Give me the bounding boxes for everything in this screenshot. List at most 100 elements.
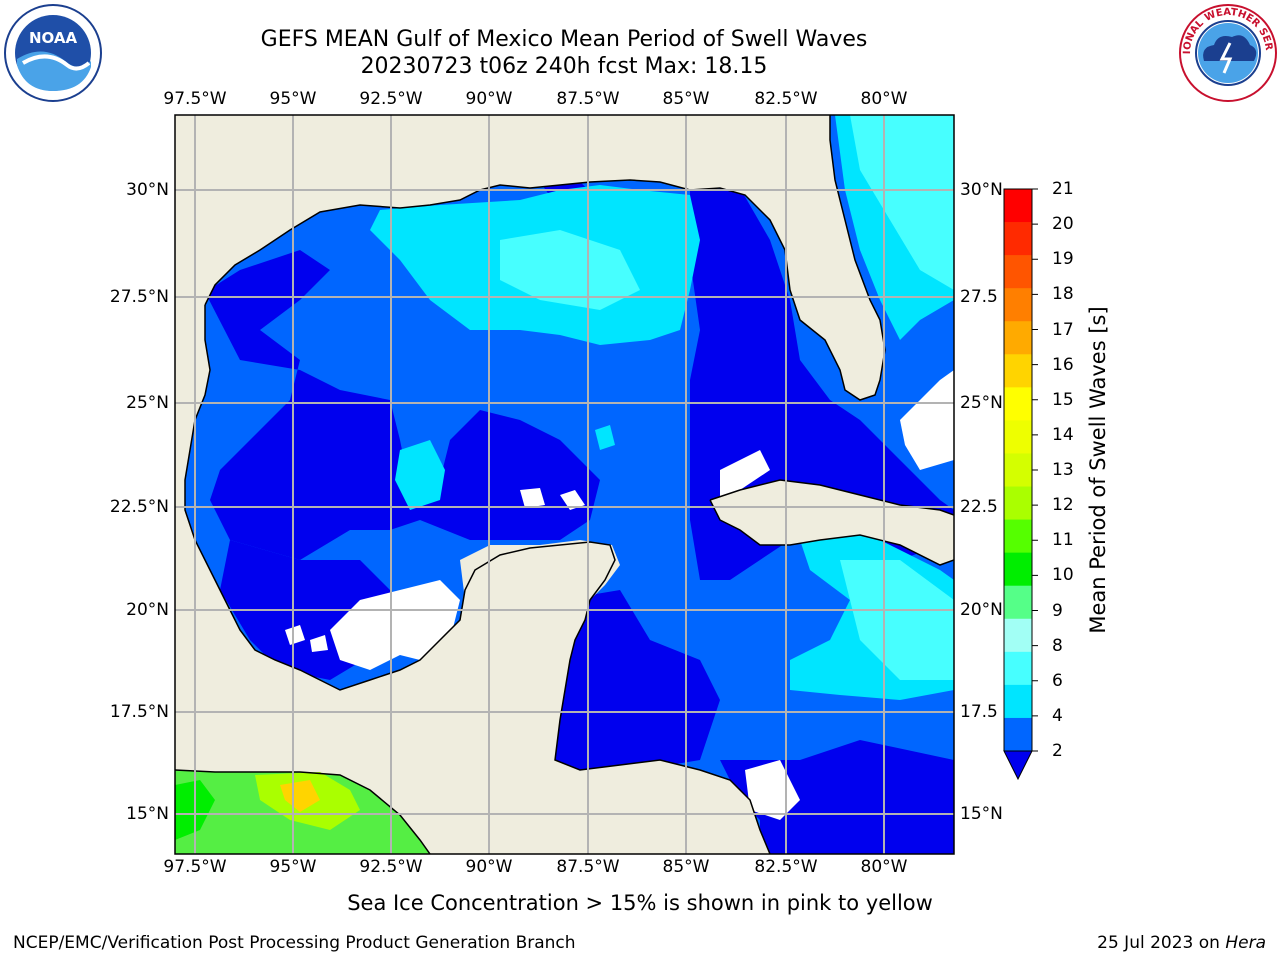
lat-tick-right: 27.5 <box>960 287 998 307</box>
lat-tick-left: 30°N <box>126 180 169 200</box>
nws-logo: NATIONAL WEATHER SERVICE <box>1178 3 1277 102</box>
sea-ice-caption-text: Sea Ice Concentration > 15% is shown in … <box>347 891 933 915</box>
colorbar-segment <box>1004 684 1032 719</box>
colorbar-tick-label: 21 <box>1052 179 1074 199</box>
swell-region-pacific <box>280 780 320 812</box>
colorbar-tick-label: 10 <box>1052 565 1074 586</box>
colorbar-tick-label: 6 <box>1052 670 1063 691</box>
lat-tick-right: 17.5 <box>960 702 998 722</box>
lon-tick-bottom: 80°W <box>860 857 908 877</box>
chart-title: GEFS MEAN Gulf of Mexico Mean Period of … <box>260 27 868 52</box>
lon-tick-bottom: 87.5°W <box>556 857 620 877</box>
colorbar-segment <box>1004 486 1032 521</box>
swell-region-mid <box>595 425 615 450</box>
colorbar-segment <box>1004 288 1032 322</box>
colorbar-segment <box>1004 189 1032 223</box>
lat-tick-right: 22.5 <box>960 497 998 517</box>
missing-data-area <box>520 488 545 508</box>
lon-tick-top: 92.5°W <box>359 89 423 109</box>
colorbar-segment <box>1004 387 1032 421</box>
lat-tick-left: 15°N <box>126 804 169 824</box>
chart-subtitle: 20230723 t06z 240h fcst Max: 18.15 <box>360 54 768 79</box>
land-cuba <box>710 480 954 565</box>
lat-tick-right: 30°N <box>960 180 1003 200</box>
colorbar-tick-label: 14 <box>1052 424 1074 445</box>
colorbar-tick-label: 11 <box>1052 530 1074 551</box>
colorbar-segment <box>1004 453 1032 488</box>
coastline <box>175 769 431 854</box>
lat-tick-right: 25°N <box>960 393 1003 413</box>
lat-tick-left: 25°N <box>126 393 169 413</box>
colorbar-segment <box>1004 651 1032 686</box>
lat-tick-left: 22.5°N <box>109 497 169 517</box>
lat-tick-right: 20°N <box>960 600 1003 620</box>
lon-tick-bottom: 85°W <box>662 857 710 877</box>
colorbar-segment <box>1004 255 1032 289</box>
lon-tick-bottom: 82.5°W <box>754 857 818 877</box>
land-yucatan <box>175 540 620 790</box>
colorbar-tick-label: 2 <box>1052 741 1063 761</box>
coastline <box>709 479 954 566</box>
colorbar-tick-label: 8 <box>1052 635 1063 656</box>
lon-tick-top: 85°W <box>662 89 710 109</box>
lon-tick-top: 90°W <box>465 89 513 109</box>
colorbar-tick-label: 15 <box>1052 389 1074 410</box>
colorbar-tick-label: 4 <box>1052 705 1063 726</box>
colorbar-segment <box>1004 585 1032 620</box>
lat-tick-left: 20°N <box>126 600 169 620</box>
lat-tick-left: 27.5°N <box>109 287 169 307</box>
colorbar-segment <box>1004 354 1032 388</box>
missing-data-area <box>310 635 328 652</box>
noaa-logo-text: NOAA <box>29 29 78 47</box>
coastline <box>184 305 771 854</box>
colorbar-tick-label: 18 <box>1052 284 1074 305</box>
lat-tick-left: 17.5°N <box>109 702 169 722</box>
colorbar-segment <box>1004 552 1032 587</box>
colorbar-segment <box>1004 519 1032 554</box>
missing-data-area <box>900 370 954 470</box>
footer-date: 25 Jul 2023 on Hera <box>1097 933 1266 953</box>
missing-data-area <box>560 490 585 510</box>
footer-date-text: 25 Jul 2023 on <box>1097 933 1226 953</box>
sea-ice-caption: Sea Ice Concentration > 15% is shown in … <box>0 891 1280 915</box>
swell-region-low <box>690 188 954 580</box>
coastline <box>204 115 886 401</box>
map-gridlines <box>175 115 954 854</box>
colorbar-tick-label: 16 <box>1052 354 1074 375</box>
lon-tick-bottom: 90°W <box>465 857 513 877</box>
missing-data-area <box>330 580 460 670</box>
colorbar <box>1003 188 1038 781</box>
colorbar-segment <box>1004 618 1032 653</box>
colorbar-tick-label: 12 <box>1052 495 1074 516</box>
missing-data-area <box>720 450 770 500</box>
footer-credit: NCEP/EMC/Verification Post Processing Pr… <box>13 933 576 953</box>
map-frame <box>174 114 955 855</box>
colorbar-tick-label: 17 <box>1052 319 1074 340</box>
colorbar-tick-label: 9 <box>1052 600 1063 621</box>
colorbar-segment <box>1004 717 1032 752</box>
footer-host: Hera <box>1225 933 1266 953</box>
colorbar-segment <box>1004 420 1032 454</box>
lon-tick-top: 87.5°W <box>556 89 620 109</box>
swell-region-low <box>555 590 720 780</box>
swell-region-high <box>840 560 954 680</box>
colorbar-tick-label: 20 <box>1052 214 1074 235</box>
noaa-logo: NOAA <box>4 4 102 102</box>
lon-tick-top: 82.5°W <box>754 89 818 109</box>
lat-tick-right: 15°N <box>960 804 1003 824</box>
lon-tick-top: 97.5°W <box>163 89 227 109</box>
colorbar-segment <box>1004 321 1032 355</box>
lon-tick-top: 80°W <box>860 89 908 109</box>
swell-region-mid <box>395 440 445 510</box>
swell-region-low <box>205 250 600 560</box>
colorbar-under-extend <box>1003 750 1033 781</box>
lon-tick-bottom: 95°W <box>269 857 317 877</box>
colorbar-tick-label: 13 <box>1052 460 1074 480</box>
missing-data-area <box>285 625 305 645</box>
colorbar-label: Mean Period of Swell Waves [s] <box>1086 306 1110 634</box>
lon-tick-top: 95°W <box>269 89 317 109</box>
colorbar-tick-label: 19 <box>1052 249 1074 270</box>
swell-region-high <box>500 230 640 310</box>
colorbar-segment <box>1004 222 1032 256</box>
